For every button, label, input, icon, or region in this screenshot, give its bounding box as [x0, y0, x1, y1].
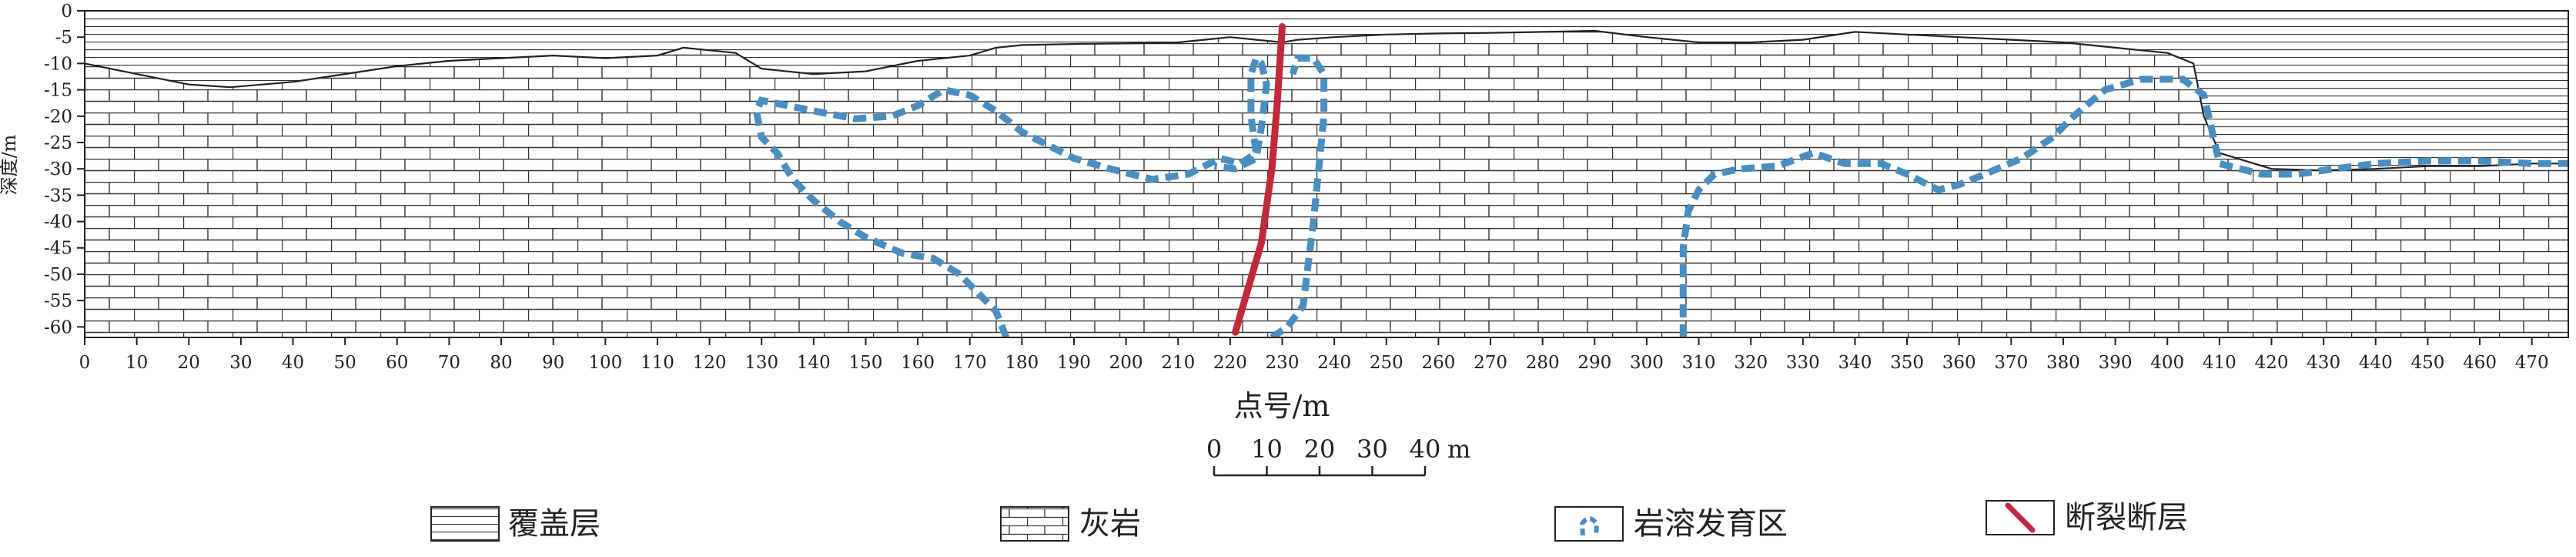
x-tick-label: 420: [2255, 353, 2289, 373]
scale-bar-label: 20: [1304, 435, 1336, 464]
plot-area: [84, 10, 2569, 338]
y-tick-label: -5: [55, 28, 72, 48]
x-tick-label: 90: [542, 353, 564, 373]
x-tick-label: 80: [490, 353, 512, 373]
x-tick-label: 210: [1161, 353, 1195, 373]
x-tick-label: 0: [79, 353, 91, 373]
karst-zones: [752, 52, 2568, 337]
x-tick-label: 70: [438, 353, 460, 373]
legend-label-karst: 岩溶发育区: [1634, 506, 1788, 542]
x-tick-label: 360: [1942, 353, 1976, 373]
x-tick-label: 310: [1682, 353, 1716, 373]
y-tick-label: -30: [44, 159, 72, 180]
legend-item-limestone: 灰岩: [1000, 506, 1141, 542]
x-tick-label: 460: [2463, 353, 2497, 373]
x-tick-label: 190: [1057, 353, 1091, 373]
x-axis-label: 点号/m: [1234, 389, 1330, 423]
y-axis: 0 -5 -10 -15 -20 -25 -30 -35 -40 -45 -50 -55 -60: [44, 2, 85, 337]
y-tick-label: -50: [44, 265, 72, 285]
x-tick-label: 450: [2410, 353, 2444, 373]
y-tick-label: -20: [44, 107, 72, 127]
legend-item-karst: 岩溶发育区: [1554, 506, 1788, 542]
x-tick-label: 60: [386, 353, 408, 373]
x-tick-label: 140: [797, 353, 831, 373]
x-tick-label: 240: [1317, 353, 1351, 373]
x-tick-label: 370: [1994, 353, 2028, 373]
y-tick-label: -35: [44, 186, 72, 206]
x-tick-label: 320: [1734, 353, 1768, 373]
x-tick-label: 410: [2203, 353, 2236, 373]
scale-bar-label: 0: [1206, 435, 1222, 464]
x-tick-label: 340: [1838, 353, 1872, 373]
y-tick-label: 0: [61, 2, 72, 22]
x-tick-label: 30: [229, 353, 252, 373]
scale-bar: m 0 10 20 30 40: [1206, 435, 1470, 477]
x-tick-label: 20: [178, 353, 200, 373]
x-tick-label: 280: [1526, 353, 1560, 373]
x-tick-label: 350: [1890, 353, 1924, 373]
scale-bar-label: 40: [1410, 435, 1441, 464]
x-tick-label: 300: [1630, 353, 1664, 373]
x-tick-label: 290: [1577, 353, 1611, 373]
plot-frame: [84, 10, 2569, 338]
x-tick-label: 330: [1786, 353, 1820, 373]
y-tick-label: -55: [44, 291, 72, 311]
legend-label-overburden: 覆盖层: [508, 506, 601, 542]
x-tick-label: 200: [1109, 353, 1143, 373]
legend-item-overburden: 覆盖层: [430, 506, 601, 542]
karst-swatch: [1554, 506, 1624, 542]
limestone-layer: [85, 11, 2568, 337]
x-tick-label: 130: [744, 353, 778, 373]
karst-zone-right: [1679, 75, 2568, 337]
x-tick-label: 400: [2150, 353, 2184, 373]
y-tick-label: -25: [44, 133, 72, 153]
legend-label-limestone: 灰岩: [1079, 506, 1141, 542]
legend: 覆盖层 灰岩 岩溶发育区 断裂断层: [430, 500, 2188, 542]
x-tick-label: 270: [1474, 353, 1507, 373]
x-tick-label: 440: [2359, 353, 2393, 373]
x-tick-label: 110: [641, 353, 674, 373]
x-tick-label: 180: [1005, 353, 1039, 373]
x-tick-label: 220: [1213, 353, 1247, 373]
x-tick-label: 170: [953, 353, 987, 373]
scale-bar-unit: m: [1447, 435, 1470, 464]
x-tick-label: 390: [2099, 353, 2133, 373]
overburden-swatch: [430, 506, 500, 542]
x-tick-label: 430: [2307, 353, 2340, 373]
x-tick-label: 100: [588, 353, 622, 373]
x-tick-label: 250: [1370, 353, 1403, 373]
overburden-layer: [85, 11, 2568, 171]
scale-bar-label: 10: [1251, 435, 1283, 464]
x-tick-label: 120: [693, 353, 727, 373]
x-tick-label: 50: [334, 353, 356, 373]
x-axis: 0 10 20 30 40 50 60 70 80 90 100 110 120 130 140 150 160…: [79, 337, 2549, 373]
x-tick-label: 380: [2046, 353, 2080, 373]
y-tick-label: -15: [44, 81, 72, 101]
fault-swatch-symbol: [2005, 502, 2036, 533]
y-tick-label: -60: [44, 317, 72, 337]
karst-swatch-symbol: [1579, 516, 1600, 536]
x-tick-label: 10: [125, 353, 148, 373]
x-tick-label: 160: [901, 353, 935, 373]
karst-zone-middle: [1270, 55, 1328, 337]
y-tick-label: -40: [44, 213, 72, 233]
fault-line: [1232, 23, 1286, 336]
y-tick-label: -10: [44, 54, 72, 74]
y-axis-label: 深度/m: [0, 134, 20, 195]
x-tick-label: 260: [1421, 353, 1455, 373]
x-tick-label: 40: [282, 353, 304, 373]
x-tick-label: 470: [2515, 353, 2549, 373]
x-tick-label: 150: [849, 353, 883, 373]
legend-item-fault: 断裂断层: [1986, 500, 2188, 535]
limestone-swatch: [1000, 506, 1069, 542]
x-tick-label: 230: [1266, 353, 1300, 373]
karst-zone-left: [752, 52, 1270, 337]
y-tick-label: -45: [44, 239, 72, 259]
legend-label-fault: 断裂断层: [2065, 500, 2188, 535]
scale-bar-label: 30: [1357, 435, 1388, 464]
